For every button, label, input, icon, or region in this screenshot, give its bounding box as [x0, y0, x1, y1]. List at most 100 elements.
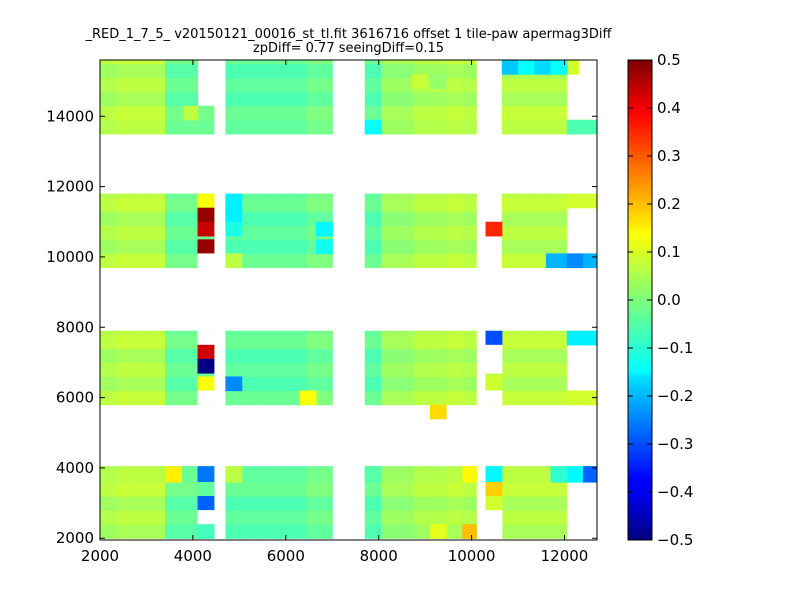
heatmap-cell — [241, 524, 259, 539]
heatmap-cell — [257, 467, 275, 483]
heatmap-cell — [306, 376, 324, 392]
heatmap-cell — [534, 91, 552, 107]
heatmap-cell — [397, 211, 415, 226]
heatmap-cell — [181, 466, 199, 469]
empty-cell — [197, 510, 215, 525]
heatmap-cell — [534, 330, 552, 335]
heatmap-cell — [241, 239, 259, 255]
heatmap-cell — [462, 63, 477, 79]
heatmap-cell — [225, 60, 243, 65]
heatmap-cell-outlier — [225, 193, 243, 209]
heatmap-cell — [364, 91, 382, 107]
heatmap-cell — [413, 348, 431, 364]
y-tick-label: 8000 — [56, 318, 94, 336]
heatmap-cell — [257, 211, 275, 226]
heatmap-cell — [413, 510, 431, 525]
heatmap-cell — [381, 524, 398, 539]
heatmap-cell — [100, 390, 117, 406]
heatmap-cell — [501, 481, 519, 497]
heatmap-cell — [462, 376, 477, 392]
heatmap-cell — [257, 253, 275, 269]
heatmap-cell-outlier — [197, 481, 215, 497]
heatmap-cell — [148, 197, 166, 212]
heatmap-cell — [274, 510, 292, 525]
heatmap-cell — [364, 376, 382, 392]
heatmap-cell — [550, 105, 568, 121]
heatmap-cell — [225, 348, 243, 364]
heatmap-cell — [148, 91, 166, 107]
heatmap-cell — [100, 466, 117, 469]
empty-cell — [485, 524, 503, 539]
heatmap-cell — [413, 197, 431, 212]
heatmap-cell — [501, 510, 519, 525]
heatmap-cell — [241, 496, 259, 511]
heatmap-cell — [257, 496, 275, 511]
heatmap-cell — [116, 481, 134, 497]
heatmap-cell — [429, 91, 447, 107]
heatmap-cell — [181, 211, 199, 226]
heatmap-cell — [274, 334, 292, 349]
colorbar-tick-label: 0.1 — [657, 243, 681, 261]
heatmap-cell — [241, 362, 259, 378]
y-axis: 2000 4000 6000 8000 10000 12000 14000 — [46, 107, 597, 547]
heatmap-cell — [397, 239, 415, 255]
heatmap-cell-outlier — [197, 239, 215, 255]
heatmap-cell — [165, 239, 182, 255]
heatmap-cell — [257, 63, 275, 79]
heatmap-cell — [165, 330, 182, 335]
heatmap-cell — [397, 496, 415, 511]
colorbar-tick-label: −0.5 — [657, 531, 693, 549]
heatmap-cell — [165, 119, 182, 135]
heatmap-cell — [290, 225, 308, 240]
heatmap-cell — [100, 193, 117, 198]
heatmap-cell — [446, 211, 463, 226]
heatmap-cell — [241, 77, 259, 93]
heatmap-cell — [274, 376, 292, 392]
heatmap-cell — [241, 119, 259, 135]
heatmap-cell — [462, 481, 477, 497]
heatmap-cell — [165, 225, 182, 240]
heatmap-cell — [364, 63, 382, 79]
heatmap-cell — [241, 348, 259, 364]
heatmap-cell-outlier — [225, 253, 243, 269]
heatmap-cell — [290, 348, 308, 364]
heatmap-cell — [197, 119, 215, 135]
heatmap-cell — [413, 524, 431, 539]
heatmap-cell — [306, 334, 324, 349]
heatmap-cell — [148, 77, 166, 93]
heatmap-cell-outlier — [583, 330, 597, 346]
heatmap-cell — [225, 77, 243, 93]
colorbar-tick-label: 0.3 — [657, 147, 681, 165]
heatmap-cell — [274, 105, 292, 121]
heatmap-cell — [462, 334, 477, 349]
heatmap-cell — [429, 390, 447, 406]
heatmap-cell — [274, 211, 292, 226]
heatmap-cell — [181, 390, 199, 406]
heatmap-cell — [413, 466, 431, 469]
heatmap-cell — [462, 105, 477, 121]
heatmap-cell — [241, 510, 259, 525]
heatmap-cell-outlier — [583, 253, 597, 269]
heatmap-cell — [148, 466, 166, 469]
heatmap-cell — [429, 467, 447, 483]
heatmap-cell — [501, 225, 519, 240]
heatmap-cell — [534, 239, 552, 255]
heatmap-cell — [290, 510, 308, 525]
heatmap-cell — [181, 524, 199, 539]
x-axis: 2000 4000 6000 8000 10000 12000 — [81, 60, 588, 565]
heatmap-cell — [534, 524, 552, 539]
x-tick-label: 12000 — [541, 547, 589, 565]
heatmap-cell — [364, 211, 382, 226]
heatmap-cell — [225, 119, 243, 135]
heatmap-cell — [274, 466, 292, 469]
heatmap-cell — [518, 197, 535, 212]
heatmap-cell — [306, 91, 324, 107]
heatmap-cell — [462, 91, 477, 107]
heatmap-cell — [116, 63, 134, 79]
heatmap-cell — [290, 197, 308, 212]
heatmap-cell — [225, 362, 243, 378]
heatmap-cell — [148, 211, 166, 226]
heatmap-cell — [116, 390, 134, 406]
heatmap-cell — [132, 63, 150, 79]
heatmap-cell — [290, 105, 308, 121]
